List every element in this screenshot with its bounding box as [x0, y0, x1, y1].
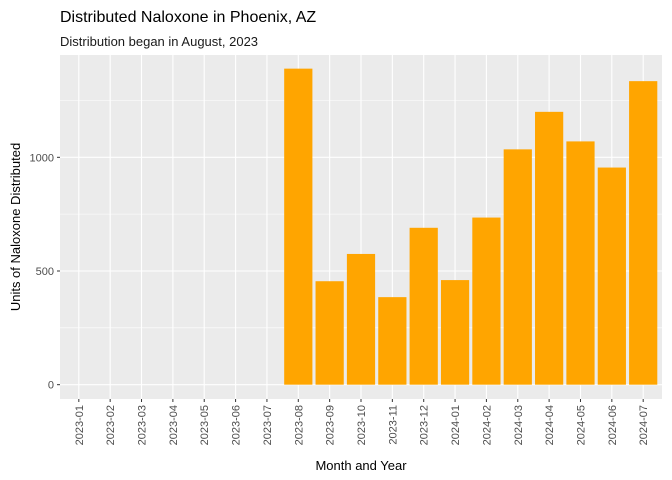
bar-2023-11	[378, 297, 407, 385]
bar-2023-12	[409, 227, 438, 385]
x-axis-title: Month and Year	[315, 458, 407, 473]
x-tick-label: 2024-05	[575, 405, 587, 445]
bar-2023-09	[315, 281, 344, 385]
x-tick-label: 2023-07	[262, 405, 274, 445]
x-tick-label: 2024-02	[481, 405, 493, 445]
x-tick-label: 2023-08	[293, 405, 305, 445]
y-tick-label: 500	[36, 266, 54, 278]
y-tick-label: 0	[48, 380, 54, 392]
x-tick-label: 2024-03	[513, 405, 525, 445]
x-tick-label: 2023-11	[387, 405, 399, 445]
bar-2024-07	[629, 81, 658, 385]
bar-2023-08	[284, 68, 313, 385]
bar-2024-04	[535, 111, 564, 385]
x-tick-label: 2023-06	[231, 405, 243, 445]
x-tick-label: 2023-09	[325, 405, 337, 445]
x-tick-label: 2023-03	[137, 405, 149, 445]
x-tick-label: 2024-06	[607, 405, 619, 445]
bar-2023-10	[346, 253, 376, 385]
y-tick-label: 1000	[30, 152, 54, 164]
x-tick-label: 2024-04	[544, 405, 556, 445]
y-axis-title: Units of Naloxone Distributed	[8, 143, 23, 311]
x-tick-label: 2024-01	[450, 405, 462, 445]
bar-2024-05	[566, 141, 595, 385]
bar-2024-02	[472, 217, 501, 385]
x-tick-label: 2023-05	[199, 405, 211, 445]
x-tick-label: 2023-01	[74, 405, 86, 445]
bars	[284, 68, 658, 385]
bar-2024-06	[597, 167, 626, 385]
x-tick-label: 2023-10	[356, 405, 368, 445]
x-tick-label: 2024-07	[638, 405, 650, 445]
chart-subtitle: Distribution began in August, 2023	[60, 34, 258, 49]
x-tick-label: 2023-02	[105, 405, 117, 445]
x-axis: 2023-01 2023-02 2023-03 2023-04 2023-05 2023-…	[74, 399, 650, 445]
x-tick-label: 2023-12	[419, 405, 431, 445]
x-tick-label: 2023-04	[168, 405, 180, 445]
chart-title: Distributed Naloxone in Phoenix, AZ	[60, 9, 316, 26]
bar-2024-03	[503, 149, 532, 385]
bar-2024-01	[440, 280, 470, 385]
y-axis: 0 500 1000	[30, 152, 60, 392]
